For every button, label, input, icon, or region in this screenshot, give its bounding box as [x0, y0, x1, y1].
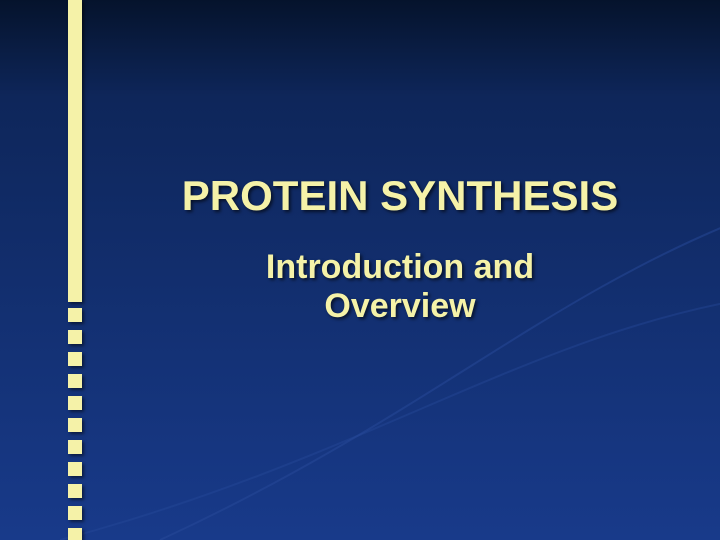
rail-dash [68, 440, 82, 454]
rail-dash [68, 418, 82, 432]
slide-title: PROTEIN SYNTHESIS [120, 172, 680, 220]
rail-dash [68, 484, 82, 498]
slide-subtitle: Introduction and Overview [120, 248, 680, 326]
rail-dash [68, 374, 82, 388]
rail-dash [68, 330, 82, 344]
slide-text-area: PROTEIN SYNTHESIS Introduction and Overv… [120, 0, 680, 326]
rail-dash [68, 308, 82, 322]
rail-dash [68, 506, 82, 520]
subtitle-line-2: Overview [324, 287, 475, 325]
rail-dash [68, 396, 82, 410]
rail-dashed-segment [68, 308, 82, 540]
presentation-slide: PROTEIN SYNTHESIS Introduction and Overv… [0, 0, 720, 540]
rail-solid-segment [68, 0, 82, 302]
subtitle-line-1: Introduction and [266, 248, 534, 286]
rail-dash [68, 352, 82, 366]
rail-dash [68, 528, 82, 540]
left-accent-rail [68, 0, 82, 540]
rail-dash [68, 462, 82, 476]
